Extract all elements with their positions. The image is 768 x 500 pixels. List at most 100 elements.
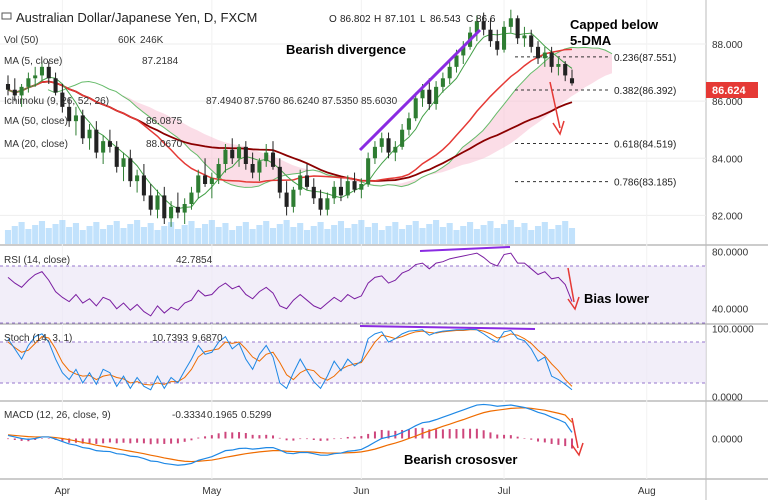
macd-histogram-bar: [95, 438, 98, 444]
volume-bar: [480, 225, 487, 244]
macd-histogram-bar: [108, 438, 111, 443]
candle-body: [434, 86, 439, 104]
volume-bar: [86, 226, 93, 244]
rsi-panel: [0, 252, 706, 324]
rsi-band: [0, 265, 706, 323]
ichimoku-value-1: 87.4940: [206, 96, 243, 107]
macd-histogram-bar: [380, 429, 383, 439]
macd-histogram-bar: [265, 434, 268, 439]
volume-bar: [487, 221, 494, 244]
candle-body: [209, 178, 214, 184]
macd-histogram-bar: [448, 429, 451, 439]
macd-histogram-bar: [285, 438, 288, 441]
candle-body: [311, 186, 316, 199]
candle-body: [515, 18, 520, 39]
volume-bar: [419, 228, 426, 244]
candle-body: [400, 129, 405, 147]
volume-bar: [263, 221, 270, 244]
candle-body: [366, 158, 371, 184]
ichimoku-label: Ichimoku (9, 26, 52, 26): [4, 96, 109, 107]
price-tick-label: 86.000: [712, 97, 743, 108]
candle-body: [529, 35, 534, 47]
price-tick-label: 82.000: [712, 211, 743, 222]
ohlc-h-label: H: [374, 14, 381, 25]
macd-histogram-bar: [414, 428, 417, 439]
candle-body: [33, 75, 38, 79]
volume-bar: [11, 226, 18, 244]
macd-histogram-bar: [441, 429, 444, 439]
candle-body: [359, 184, 364, 190]
price-bias-arrowhead: [552, 120, 565, 136]
candle-body: [39, 66, 45, 76]
volume-bar: [351, 224, 358, 244]
candle-body: [454, 55, 459, 67]
volume-bar: [256, 225, 263, 244]
macd-histogram-bar: [387, 430, 390, 439]
macd-histogram-bar: [163, 438, 166, 444]
candle-body: [406, 118, 411, 130]
stoch-panel: [0, 328, 706, 391]
macd-bias-arrow: [571, 417, 579, 449]
volume-bar: [25, 229, 32, 244]
candlesticks: [5, 9, 575, 227]
ohlc-o-label: O: [329, 14, 337, 25]
candle-body: [372, 146, 377, 159]
macd-histogram-bar: [523, 438, 526, 439]
candle-body: [345, 181, 350, 196]
candle-body: [216, 164, 221, 179]
volume-bar: [249, 229, 256, 244]
macd-histogram-bar: [231, 432, 234, 439]
volume-bar: [310, 226, 317, 244]
volume-bar: [222, 223, 229, 244]
moving-averages: [7, 32, 573, 210]
candle-body: [291, 189, 296, 207]
volume-bar: [344, 228, 351, 244]
volume-value-1: 60K: [118, 35, 136, 46]
x-tick-label: Jul: [498, 486, 511, 497]
macd-histogram-bar: [251, 434, 254, 439]
candle-body: [508, 18, 513, 27]
volume-bar: [317, 222, 324, 244]
macd-histogram-bar: [292, 438, 295, 441]
volume-bar: [324, 229, 331, 244]
fibonacci-levels: 0.236(87.551) 0.382(86.392) 0.618(84.519) 0…: [515, 53, 676, 189]
candle-body: [175, 206, 180, 213]
macd-histogram-bar: [401, 429, 404, 439]
ohlc-c-value: 86.6: [476, 14, 496, 25]
annotation-capped-line1: Capped below: [570, 17, 659, 32]
volume-bar: [528, 230, 535, 244]
ichimoku-value-5: 85.6030: [361, 96, 398, 107]
current-price-badge: 86.624: [706, 82, 758, 98]
candle-body: [141, 175, 146, 196]
candle-body: [420, 89, 425, 99]
volume-bar: [269, 228, 277, 244]
macd-histogram-bar: [537, 438, 540, 442]
macd-histogram-bar: [136, 438, 139, 443]
volume-bar: [473, 229, 480, 244]
candle-body: [427, 89, 432, 104]
volume-bar: [460, 226, 467, 244]
volume-bar: [66, 227, 73, 244]
candle-body: [196, 175, 201, 193]
macd-histogram-bar: [428, 429, 431, 439]
macd-histogram-bar: [88, 438, 91, 444]
volume-bar: [32, 225, 39, 244]
volume-bar: [45, 228, 52, 244]
candle-body: [502, 26, 507, 50]
volume-bar: [433, 220, 440, 244]
candle-body: [379, 138, 384, 147]
candle-body: [352, 181, 357, 190]
macd-histogram-bar: [156, 438, 159, 444]
candle-body: [542, 52, 547, 59]
header-legend: Australian Dollar/Japanese Yen, D, FXCM …: [1, 10, 496, 421]
macd-histogram-bar: [142, 438, 145, 444]
stoch-tick-label: 0.0000: [712, 393, 743, 404]
macd-histogram-bar: [455, 429, 458, 439]
rsi-line: [7, 252, 573, 317]
candle-body: [87, 129, 92, 139]
macd-histogram-bar: [258, 435, 261, 439]
macd-histogram-bar: [475, 428, 478, 439]
stoch-k-value: 10.7393: [152, 333, 189, 344]
candle-body: [155, 195, 160, 210]
volume-bar: [405, 225, 412, 244]
